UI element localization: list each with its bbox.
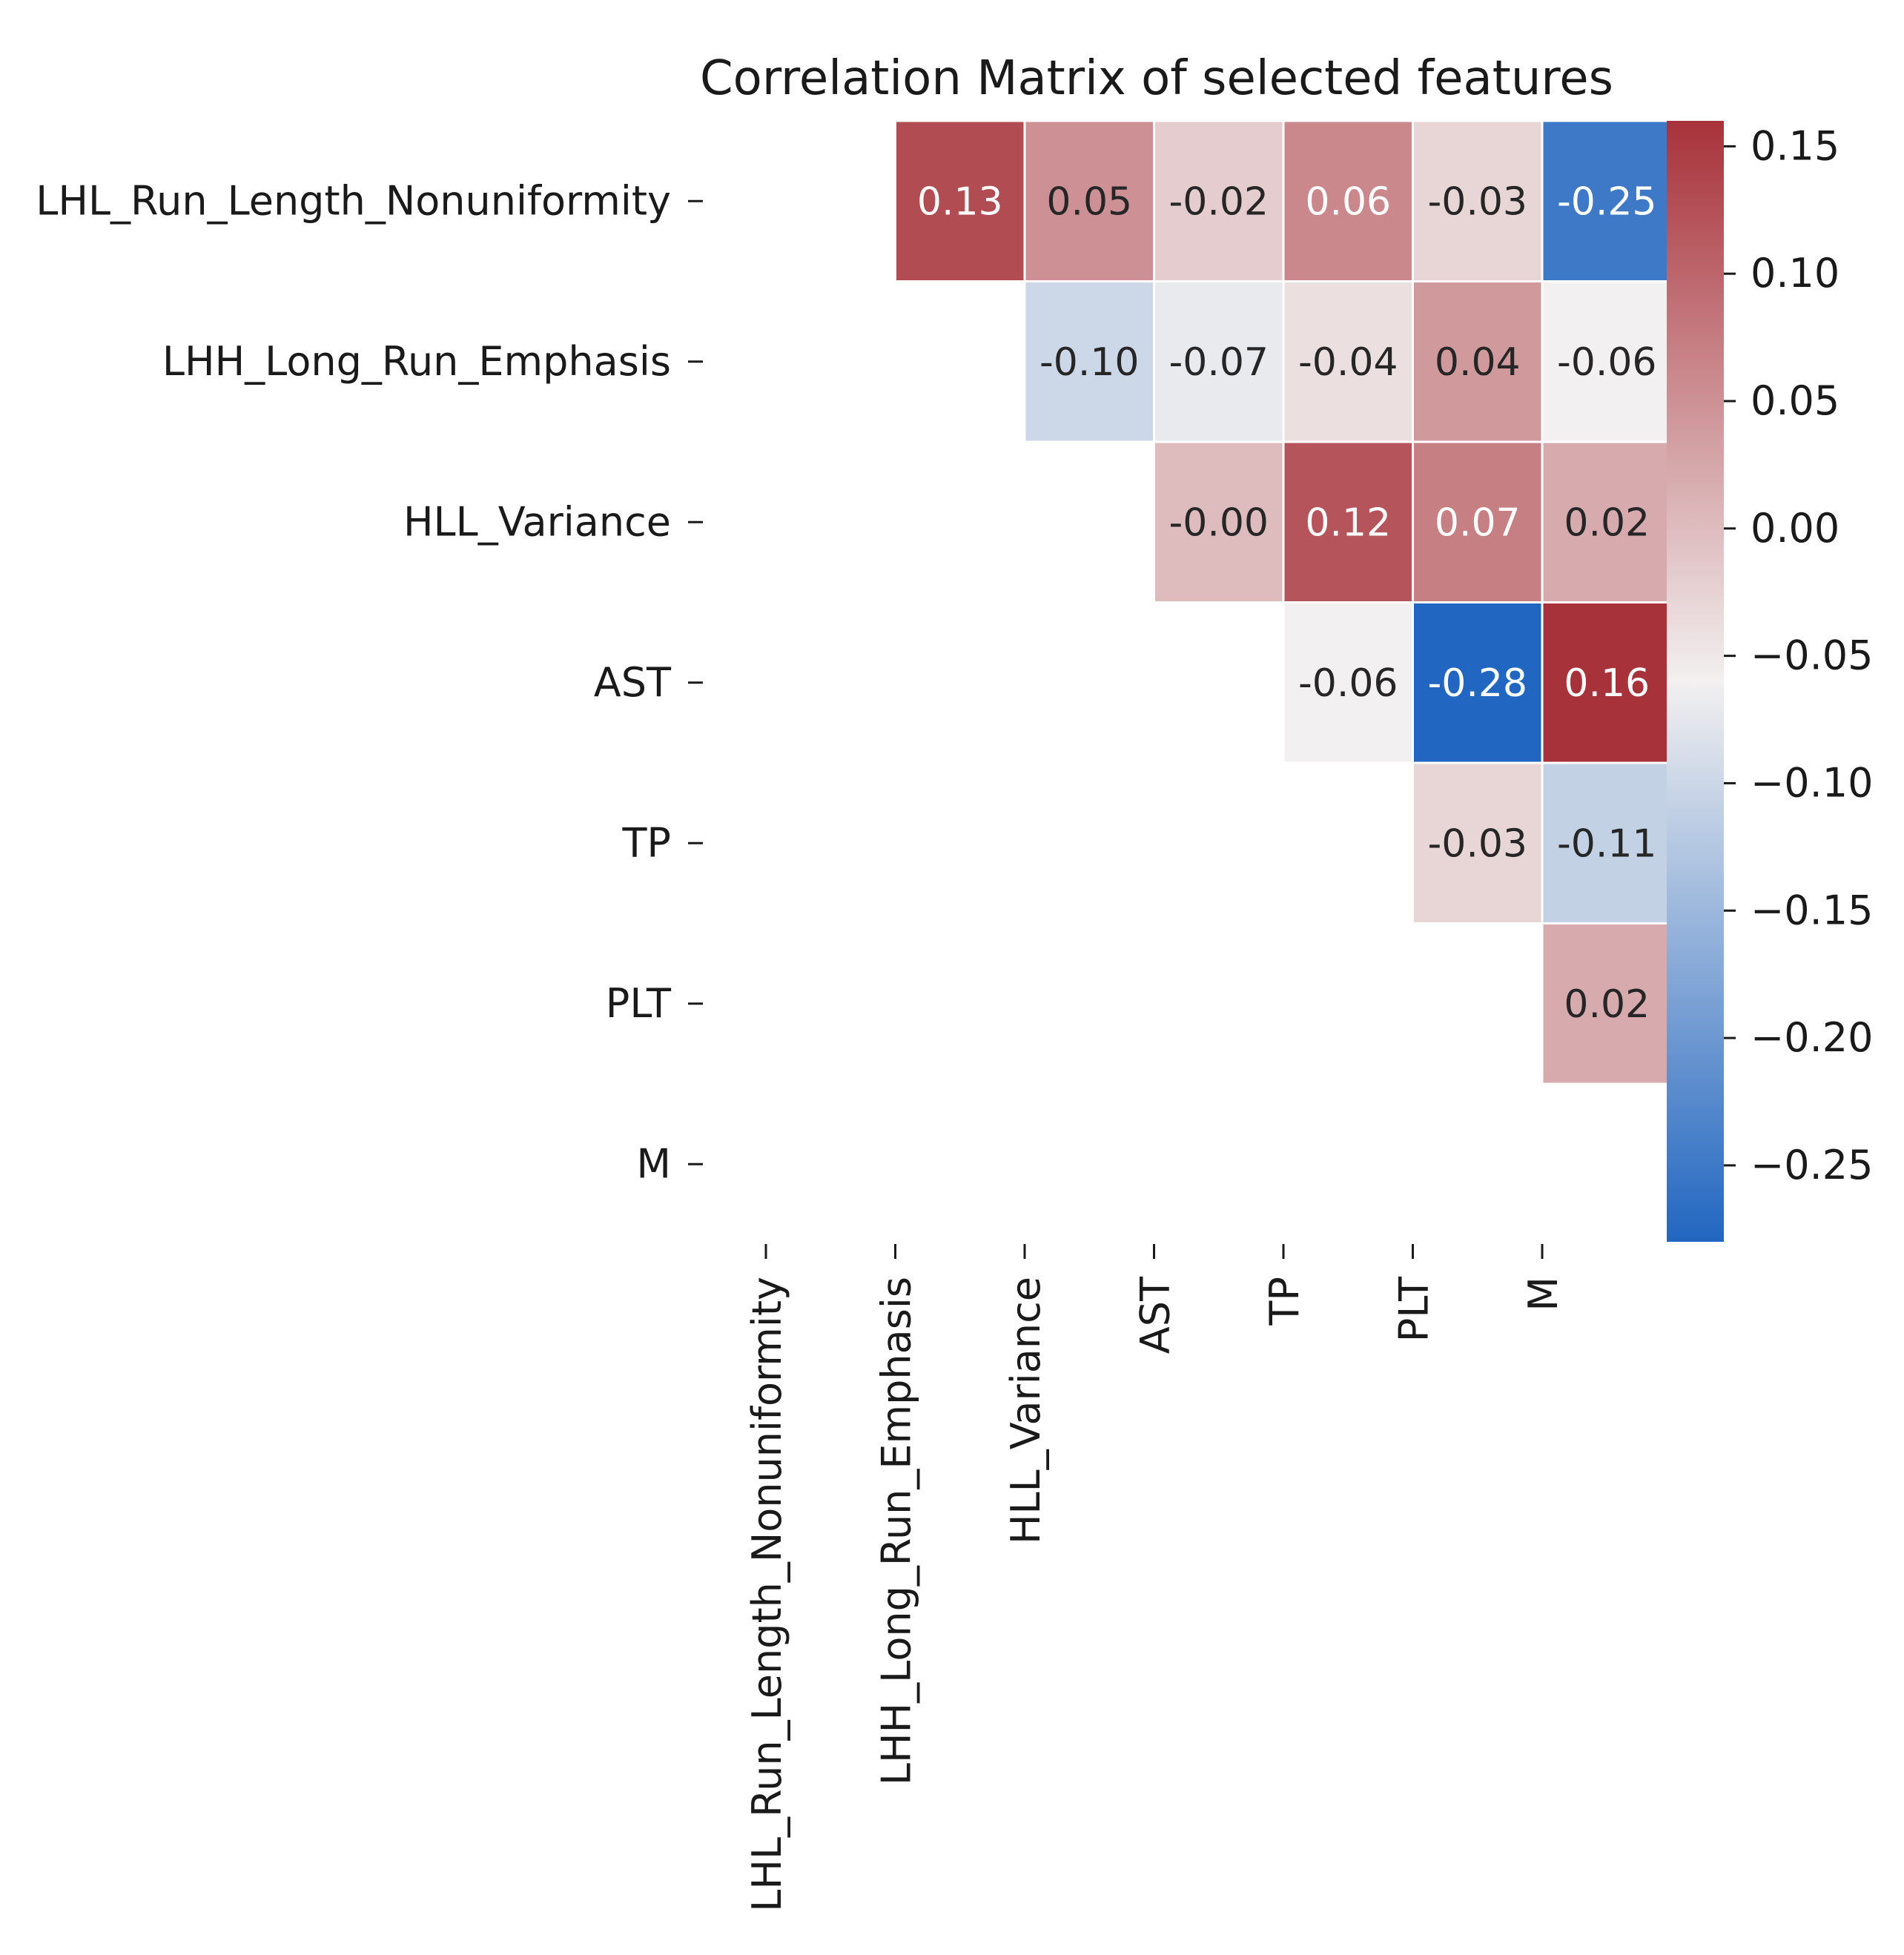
colorbar-tick-label: 0.15 [1751, 122, 1839, 169]
cell-value-label: 0.05 [1046, 179, 1132, 224]
cell-value-label: 0.06 [1305, 179, 1391, 224]
x-tick-label: TP [1261, 1277, 1308, 1326]
heatmap-cell [1282, 601, 1414, 764]
colorbar-tick-label: −0.20 [1751, 1014, 1873, 1061]
heatmap-cell [1153, 280, 1285, 443]
heatmap-cell [1023, 119, 1155, 282]
cell-value-label: 0.16 [1564, 661, 1650, 706]
cell-value-label: -0.03 [1427, 179, 1527, 224]
colorbar-gradient [1667, 121, 1724, 1242]
x-tick-label: HLL_Variance [1002, 1277, 1049, 1544]
x-tick-label: AST [1132, 1276, 1179, 1354]
y-tick-label: PLT [606, 980, 672, 1027]
heatmap-cell [1412, 601, 1544, 764]
cell-value-label: -0.25 [1557, 179, 1657, 224]
colorbar: 0.15 0.10 0.05 0.00 −0.05 −0.10 −0.15 −0.20 −0.2… [1667, 121, 1873, 1242]
cell-value-label: -0.07 [1168, 340, 1269, 385]
x-tick-label: LHL_Run_Length_Nonuniformity [744, 1277, 790, 1912]
colorbar-tick-label: 0.00 [1751, 505, 1839, 552]
heatmap-cell [1153, 119, 1285, 282]
colorbar-tick-label: −0.15 [1751, 887, 1873, 933]
cell-value-label: 0.12 [1305, 500, 1391, 545]
colorbar-tick-label: −0.05 [1751, 632, 1873, 679]
heatmap-cell [1541, 119, 1673, 282]
cell-value-label: -0.06 [1298, 661, 1398, 706]
y-tick-label: AST [594, 659, 672, 706]
cell-value-label: 0.02 [1564, 500, 1650, 545]
heatmap-cell [1541, 761, 1673, 924]
cell-value-label: 0.04 [1435, 340, 1521, 385]
cell-value-label: -0.06 [1557, 340, 1657, 385]
x-tick-label: PLT [1391, 1276, 1438, 1342]
colorbar-tick-label: 0.05 [1751, 377, 1839, 424]
y-tick-label: LHH_Long_Run_Emphasis [162, 338, 671, 385]
heatmap-cell [1541, 922, 1673, 1085]
heatmap-cell [1023, 280, 1155, 443]
y-tick-label: LHL_Run_Length_Nonuniformity [36, 177, 671, 224]
colorbar-tick-label: −0.10 [1751, 759, 1873, 806]
heatmap-cells: 0.13 0.05 -0.02 0.06 -0.03 -0.25 -0.10 -0.07 -0.… [894, 119, 1673, 1085]
cell-value-label: -0.11 [1557, 821, 1657, 866]
heatmap-cell [894, 119, 1026, 282]
y-tick-label: TP [621, 819, 671, 866]
heatmap-cell [1153, 440, 1285, 603]
x-tick-label: LHH_Long_Run_Emphasis [873, 1277, 920, 1785]
cell-value-label: -0.03 [1427, 821, 1527, 866]
cell-value-label: 0.02 [1564, 982, 1650, 1027]
cell-value-label: -0.28 [1427, 661, 1527, 706]
colorbar-tick-label: −0.25 [1751, 1142, 1873, 1188]
colorbar-tick-label: 0.10 [1751, 250, 1839, 297]
y-tick-label: M [636, 1140, 671, 1187]
cell-value-label: 0.07 [1435, 500, 1521, 545]
x-axis-labels: LHL_Run_Length_Nonuniformity LHH_Long_Run… [744, 1244, 1567, 1912]
cell-value-label: -0.02 [1168, 179, 1269, 224]
cell-value-label: -0.10 [1039, 340, 1140, 385]
y-axis-labels: LHL_Run_Length_Nonuniformity LHH_Long_Run… [36, 177, 703, 1187]
cell-value-label: 0.13 [917, 179, 1003, 224]
cell-value-label: -0.00 [1168, 500, 1269, 545]
heatmap-cell [1282, 119, 1414, 282]
heatmap-cell [1412, 280, 1544, 443]
x-tick-label: M [1520, 1277, 1567, 1311]
heatmap-cell [1412, 761, 1544, 924]
cell-value-label: -0.04 [1298, 340, 1398, 385]
heatmap-cell [1412, 440, 1544, 603]
chart-title: Correlation Matrix of selected features [700, 51, 1613, 106]
heatmap-cell [1541, 601, 1673, 764]
y-tick-label: HLL_Variance [403, 498, 671, 545]
